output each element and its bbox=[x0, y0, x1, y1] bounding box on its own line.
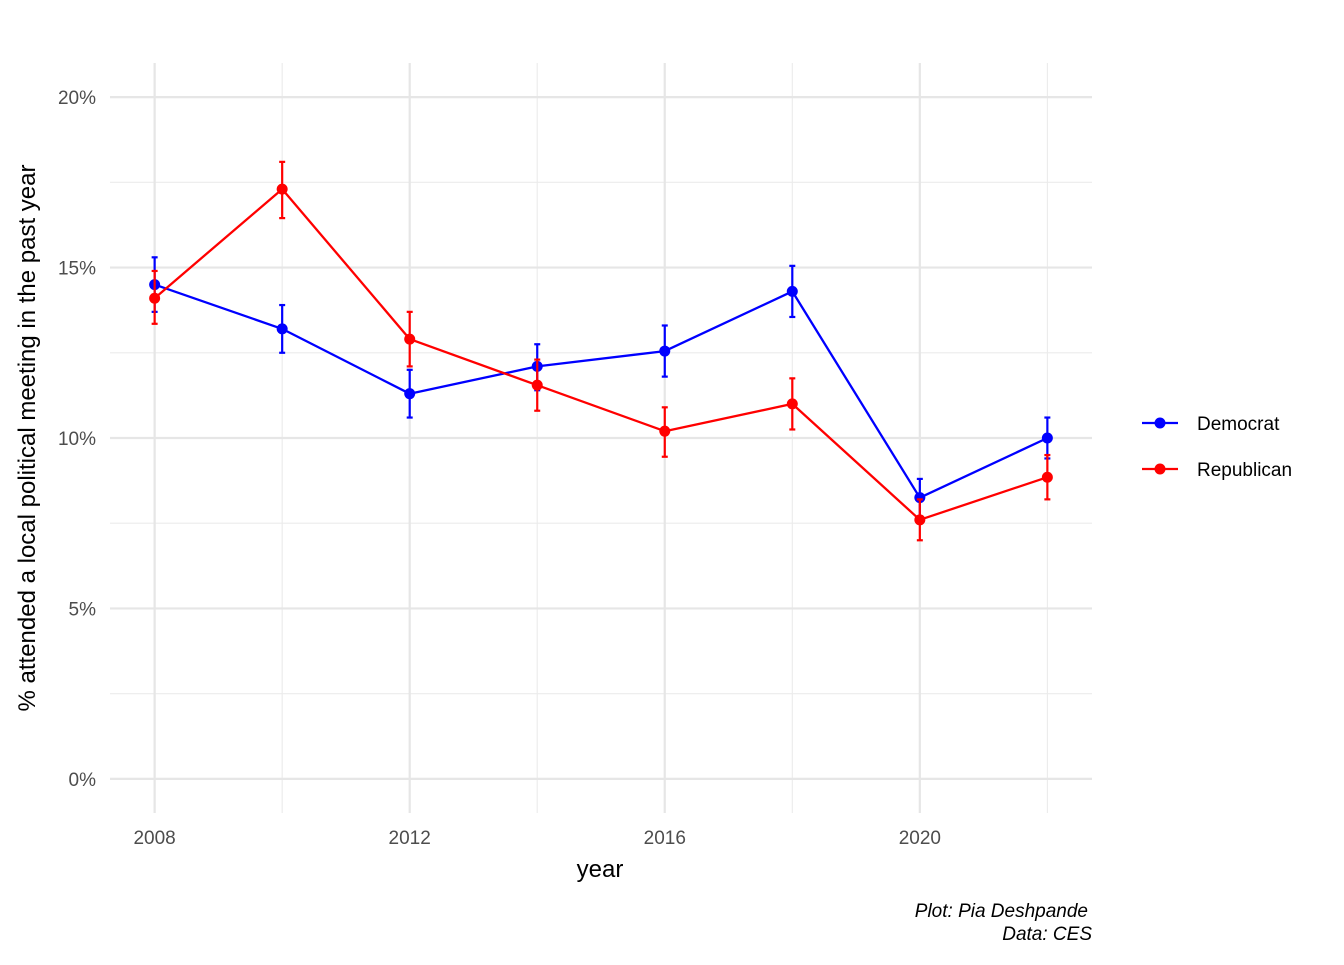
y-tick-label: 10% bbox=[58, 429, 96, 450]
legend: Democrat Republican bbox=[1142, 414, 1292, 481]
data-point-democrat bbox=[659, 345, 671, 357]
data-point-republican bbox=[404, 333, 416, 345]
series-line-democrat bbox=[154, 283, 1048, 499]
data-point-republican bbox=[149, 292, 161, 304]
y-tick-label: 5% bbox=[69, 599, 97, 620]
x-tick-label: 2012 bbox=[389, 828, 431, 849]
data-point-republican bbox=[914, 514, 926, 526]
x-axis-title: year bbox=[577, 856, 624, 883]
y-axis-title: % attended a local political meeting in … bbox=[14, 164, 41, 711]
legend-item-republican: Republican bbox=[1142, 460, 1292, 481]
series-line-republican bbox=[153, 187, 1048, 521]
y-tick-label: 0% bbox=[69, 770, 97, 791]
x-tick-label: 2016 bbox=[644, 828, 686, 849]
series-democrat bbox=[149, 256, 1053, 518]
y-tick-label: 15% bbox=[58, 259, 96, 280]
grid-lines bbox=[110, 63, 1092, 813]
x-tick-label: 2020 bbox=[899, 828, 941, 849]
y-tick-label: 20% bbox=[58, 88, 96, 109]
series-republican bbox=[149, 160, 1053, 542]
x-tick-label: 2008 bbox=[133, 828, 175, 849]
data-point-republican bbox=[531, 379, 543, 391]
data-point-democrat bbox=[404, 388, 416, 400]
legend-label: Democrat bbox=[1197, 414, 1280, 435]
data-point-republican bbox=[786, 398, 798, 410]
caption-author: Plot: Pia Deshpande bbox=[915, 901, 1088, 922]
series-layer bbox=[149, 160, 1053, 542]
tick-labels: 0% 5% 10% 15% 20% 2008 2012 2016 2020 bbox=[58, 88, 941, 849]
legend-key-point bbox=[1154, 417, 1166, 429]
data-point-republican bbox=[659, 425, 671, 437]
legend-label: Republican bbox=[1197, 460, 1292, 481]
data-point-democrat bbox=[276, 323, 288, 335]
legend-item-democrat: Democrat bbox=[1142, 414, 1280, 435]
legend-key-point bbox=[1154, 463, 1166, 475]
data-point-republican bbox=[1041, 471, 1053, 483]
caption-source: Data: CES bbox=[1002, 924, 1092, 945]
data-point-democrat bbox=[786, 285, 798, 297]
data-point-republican bbox=[276, 183, 288, 195]
data-point-democrat bbox=[1041, 432, 1053, 444]
